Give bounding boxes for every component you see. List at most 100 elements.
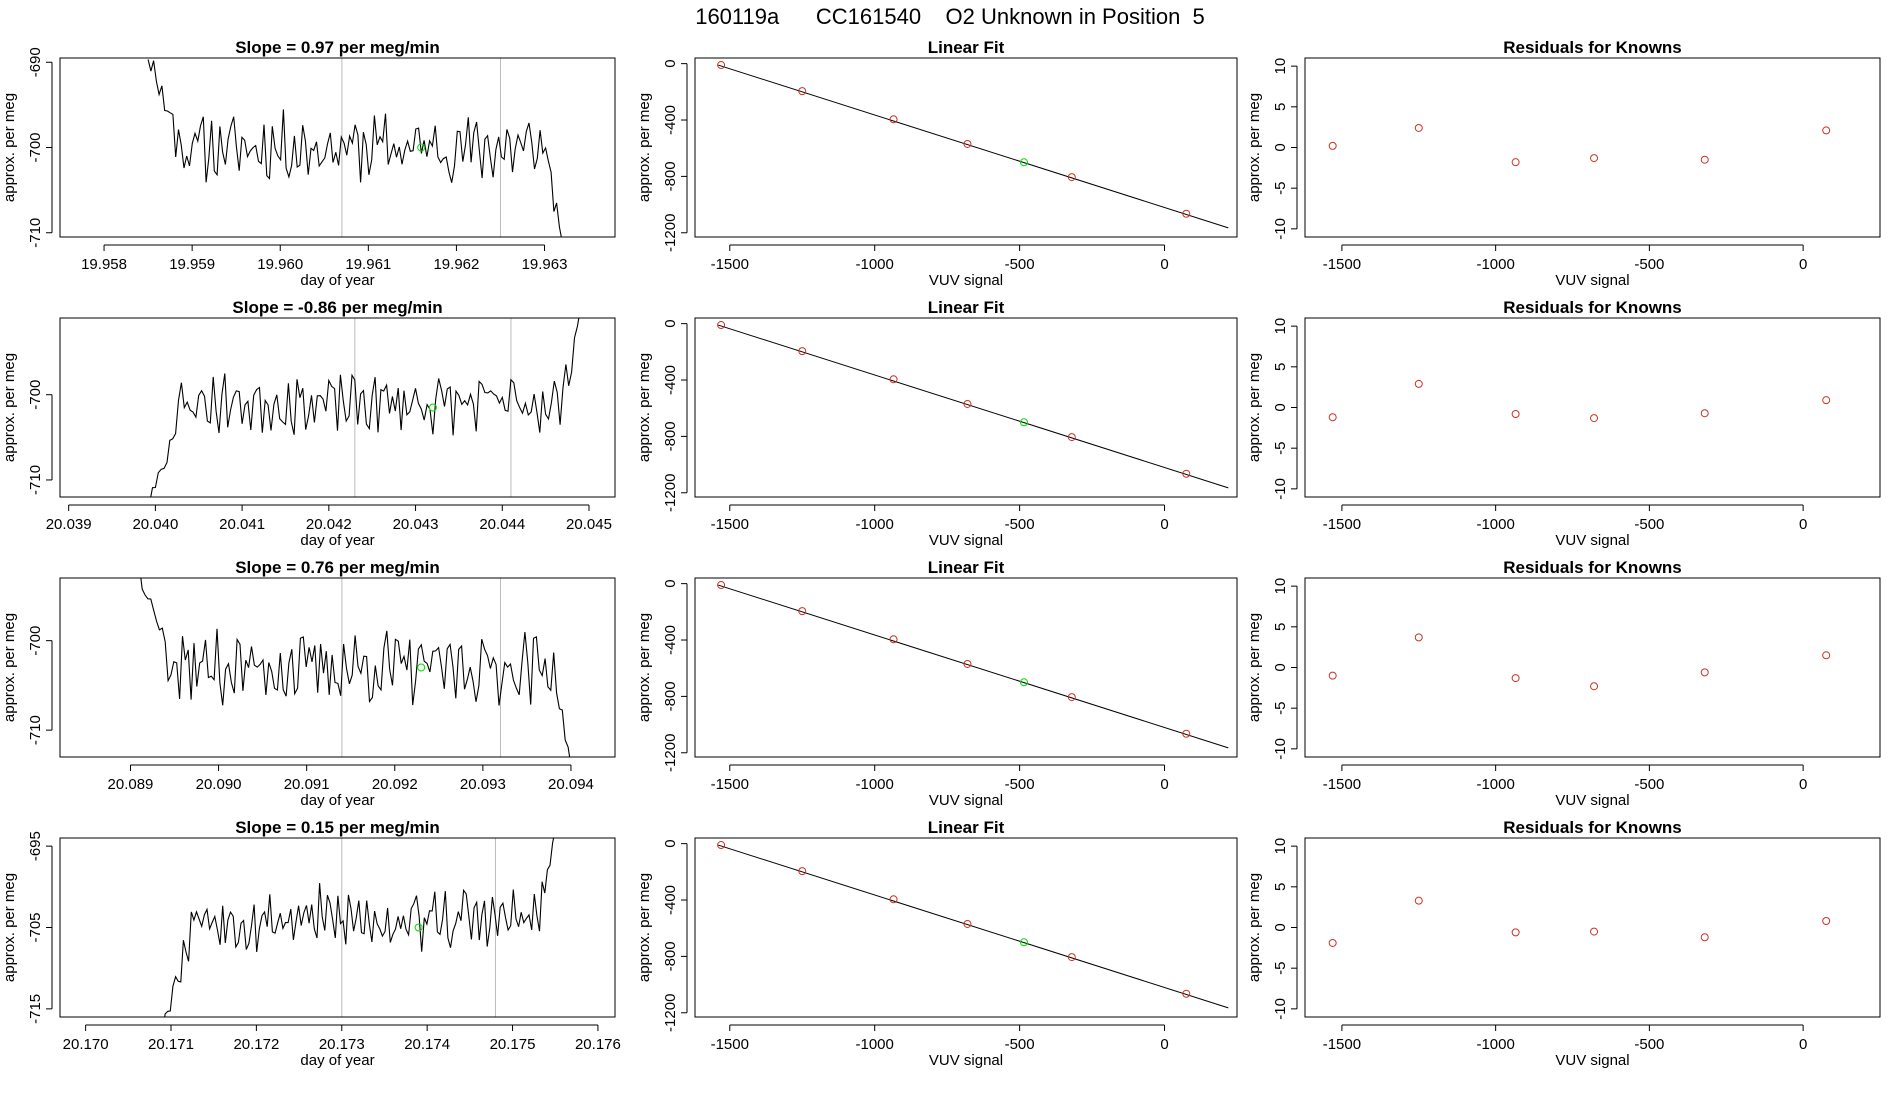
fit-2-known-point (889, 375, 898, 384)
res-1-residual-point (1511, 158, 1520, 167)
fit-2-x-tick-label: -500 (1005, 516, 1035, 533)
fit-1-y-tick-label: -1200 (662, 214, 679, 252)
res-4-residual-point (1590, 927, 1599, 936)
res-4-x-tick-label: -1500 (1323, 1036, 1361, 1053)
res-1-y-label: approx. per meg (1246, 93, 1263, 202)
fit-4-fit-line (718, 844, 1229, 1009)
res-4-x-tick-label: -500 (1634, 1036, 1664, 1053)
fit-1-x-tick-label: -1500 (711, 256, 749, 273)
fit-1-unknown-point (1019, 158, 1028, 167)
res-2-y-tick-label: 10 (1272, 318, 1289, 335)
fit-3-y-label: approx. per meg (636, 613, 653, 722)
res-2-y-tick-label: 0 (1272, 403, 1289, 411)
ts-3-x-tick-label: 20.093 (460, 776, 506, 793)
ts-4-title: Slope = 0.15 per meg/min (235, 818, 440, 837)
fit-4-known-point (889, 895, 898, 904)
ts-3-x-tick-label: 20.089 (108, 776, 154, 793)
fit-4-frame (694, 837, 1238, 1018)
ts-3-y-label: approx. per meg (1, 613, 18, 722)
res-1-residual-point (1822, 126, 1831, 135)
fit-2-y-label: approx. per meg (636, 353, 653, 462)
ts-4-unknown-marker (414, 923, 423, 932)
ts-3-y-tick-label: -700 (27, 626, 44, 656)
fit-3-x-tick-label: -1000 (856, 776, 894, 793)
fit-1-x-tick-label: -500 (1005, 256, 1035, 273)
fit-2-known-point (1067, 433, 1076, 442)
fit-3-unknown-point (1019, 678, 1028, 687)
res-3-y-tick-label: 5 (1272, 623, 1289, 631)
fit-3-x-tick-label: -1500 (711, 776, 749, 793)
ts-2-x-tick-label: 20.043 (393, 516, 439, 533)
res-3-residual-point (1511, 674, 1520, 683)
ts-3-x-label: day of year (300, 792, 374, 809)
fit-1-known-point (798, 87, 807, 96)
fit-4-x-tick-label: -500 (1005, 1036, 1035, 1053)
ts-4-x-tick-label: 20.174 (404, 1036, 450, 1053)
fit-4-y-tick-label: -400 (662, 885, 679, 915)
fit-1-x-label: VUV signal (929, 272, 1003, 289)
ts-4-x-tick-label: 20.176 (575, 1036, 621, 1053)
fit-1-frame (694, 57, 1238, 238)
res-1-x-label: VUV signal (1555, 272, 1629, 289)
res-2-x-label: VUV signal (1555, 532, 1629, 549)
ts-4-series-line (164, 838, 555, 1017)
res-3-y-label: approx. per meg (1246, 613, 1263, 722)
ts-1-y-tick-label: -710 (27, 218, 44, 248)
fit-3-y-tick-label: 0 (662, 579, 679, 587)
res-1-residual-point (1590, 154, 1599, 163)
res-4-residual-point (1414, 896, 1423, 905)
fit-4-y-tick-label: 0 (662, 839, 679, 847)
ts-4-x-tick-label: 20.170 (63, 1036, 109, 1053)
ts-2-x-tick-label: 20.042 (306, 516, 352, 533)
fit-2-known-point (1182, 469, 1191, 478)
fit-1-y-label: approx. per meg (636, 93, 653, 202)
fit-2-known-point (963, 399, 972, 408)
res-2-title: Residuals for Knowns (1503, 298, 1682, 317)
fit-4-x-tick-label: -1000 (856, 1036, 894, 1053)
fit-1-known-point (889, 115, 898, 124)
fit-3-known-point (798, 607, 807, 616)
res-3-x-tick-label: -1000 (1476, 776, 1514, 793)
fit-2-y-tick-label: 0 (662, 319, 679, 327)
res-3-x-tick-label: 0 (1799, 776, 1807, 793)
ts-4-x-tick-label: 20.173 (319, 1036, 365, 1053)
res-4-residual-point (1328, 938, 1337, 947)
res-2-x-tick-label: -500 (1634, 516, 1664, 533)
fit-3-x-label: VUV signal (929, 792, 1003, 809)
fit-1-x-tick-label: -1000 (856, 256, 894, 273)
ts-1-x-tick-label: 19.962 (433, 256, 479, 273)
res-1-residual-point (1700, 155, 1709, 164)
fit-1-y-tick-label: -400 (662, 105, 679, 135)
res-2-y-tick-label: -5 (1272, 442, 1289, 455)
res-3-residual-point (1328, 671, 1337, 680)
res-4-y-tick-label: 10 (1272, 838, 1289, 855)
res-3-residual-point (1700, 668, 1709, 677)
ts-4-x-tick-label: 20.172 (233, 1036, 279, 1053)
fit-4-y-label: approx. per meg (636, 873, 653, 982)
res-2-y-tick-label: -10 (1272, 478, 1289, 500)
fit-4-known-point (1067, 953, 1076, 962)
res-4-residual-point (1511, 928, 1520, 937)
fit-4-x-tick-label: 0 (1160, 1036, 1168, 1053)
fit-2-title: Linear Fit (928, 298, 1005, 317)
res-2-x-tick-label: 0 (1799, 516, 1807, 533)
fit-4-known-point (1182, 989, 1191, 998)
res-4-residual-point (1700, 933, 1709, 942)
res-1-residual-point (1414, 123, 1423, 132)
res-4-y-tick-label: -10 (1272, 998, 1289, 1020)
ts-1-y-label: approx. per meg (1, 93, 18, 202)
ts-2-x-label: day of year (300, 532, 374, 549)
fit-1-title: Linear Fit (928, 38, 1005, 57)
res-4-y-tick-label: 0 (1272, 923, 1289, 931)
fit-3-known-point (1067, 693, 1076, 702)
fit-2-y-tick-label: -400 (662, 365, 679, 395)
res-3-residual-point (1822, 651, 1831, 660)
res-1-y-tick-label: -10 (1272, 218, 1289, 240)
fit-4-y-tick-label: -1200 (662, 994, 679, 1032)
ts-2-x-tick-label: 20.044 (479, 516, 525, 533)
ts-2-title: Slope = -0.86 per meg/min (232, 298, 442, 317)
fit-2-fit-line (718, 324, 1229, 489)
fit-3-title: Linear Fit (928, 558, 1005, 577)
res-1-x-tick-label: -1500 (1323, 256, 1361, 273)
ts-3-y-tick-label: -710 (27, 715, 44, 745)
